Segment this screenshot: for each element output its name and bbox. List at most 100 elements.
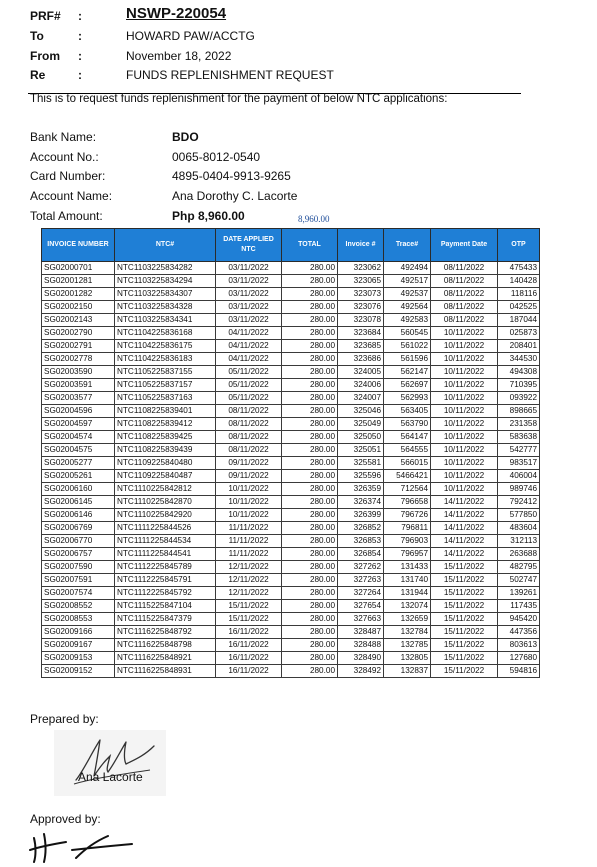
- total-amount-echo: 8,960.00: [298, 214, 330, 224]
- total-cell: 280.00: [281, 482, 338, 496]
- invoice-number-cell: SG02004574: [41, 430, 115, 444]
- invoice-cell: 325581: [337, 456, 384, 470]
- invoice-cell: 325050: [337, 430, 384, 444]
- otp-cell: 117435: [497, 599, 540, 613]
- invoice-number-cell: SG02005261: [41, 469, 115, 483]
- payment-date-cell: 15/11/2022: [430, 573, 498, 587]
- total-cell: 280.00: [281, 274, 338, 288]
- table-row: SG02007590 NTC1112225845789 12/11/2022 280.…: [41, 560, 540, 574]
- invoice-cell: 328490: [337, 651, 384, 665]
- invoice-number-cell: SG02002143: [41, 313, 115, 327]
- trace-cell: 796957: [383, 547, 431, 561]
- date-applied-cell: 12/11/2022: [215, 586, 282, 600]
- date-applied-cell: 03/11/2022: [215, 261, 282, 275]
- otp-cell: 042525: [497, 300, 540, 314]
- ntc-cell: NTC1103225834328: [114, 300, 216, 314]
- trace-cell: 566015: [383, 456, 431, 470]
- payment-date-cell: 10/11/2022: [430, 326, 498, 340]
- date-applied-cell: 05/11/2022: [215, 391, 282, 405]
- invoice-cell: 325596: [337, 469, 384, 483]
- invoice-cell: 323686: [337, 352, 384, 366]
- total-cell: 280.00: [281, 573, 338, 587]
- invoice-number-cell: SG02009167: [41, 638, 115, 652]
- total-cell: 280.00: [281, 300, 338, 314]
- table-row: SG02004596 NTC1108225839401 08/11/2022 280.…: [41, 404, 540, 418]
- payment-date-cell: 10/11/2022: [430, 456, 498, 470]
- col-trace: Trace#: [383, 228, 431, 262]
- table-row: SG02003590 NTC1105225837155 05/11/2022 280.…: [41, 365, 540, 379]
- invoice-cell: 325051: [337, 443, 384, 457]
- invoice-cell: 323073: [337, 287, 384, 301]
- otp-cell: 140428: [497, 274, 540, 288]
- payment-date-cell: 15/11/2022: [430, 560, 498, 574]
- col-otp: OTP: [497, 228, 540, 262]
- date-applied-cell: 12/11/2022: [215, 560, 282, 574]
- total-cell: 280.00: [281, 469, 338, 483]
- payment-date-cell: 10/11/2022: [430, 391, 498, 405]
- invoice-number-cell: SG02007591: [41, 573, 115, 587]
- ntc-cell: NTC1105225837163: [114, 391, 216, 405]
- table-row: SG02006757 NTC1111225844541 11/11/2022 280.…: [41, 547, 540, 561]
- table-row: SG02008552 NTC1115225847104 15/11/2022 280.…: [41, 599, 540, 613]
- table-row: SG02004574 NTC1108225839425 08/11/2022 280.…: [41, 430, 540, 444]
- total-cell: 280.00: [281, 326, 338, 340]
- payment-date-cell: 10/11/2022: [430, 352, 498, 366]
- payment-date-cell: 15/11/2022: [430, 612, 498, 626]
- otp-cell: 127680: [497, 651, 540, 665]
- table-row: SG02006769 NTC1111225844526 11/11/2022 280.…: [41, 521, 540, 535]
- ntc-cell: NTC1103225834307: [114, 287, 216, 301]
- table-row: SG02005277 NTC1109225840480 09/11/2022 280.…: [41, 456, 540, 470]
- date-applied-cell: 08/11/2022: [215, 430, 282, 444]
- date-applied-cell: 11/11/2022: [215, 534, 282, 548]
- ntc-cell: NTC1116225848798: [114, 638, 216, 652]
- invoice-number-cell: SG02006757: [41, 547, 115, 561]
- trace-cell: 712564: [383, 482, 431, 496]
- ntc-cell: NTC1108225839412: [114, 417, 216, 431]
- re-label: Re: [30, 68, 46, 82]
- from-label: From: [30, 49, 60, 63]
- date-applied-cell: 05/11/2022: [215, 365, 282, 379]
- invoice-cell: 326399: [337, 508, 384, 522]
- table-row: SG02006160 NTC1110225842812 10/11/2022 280.…: [41, 482, 540, 496]
- re-colon: :: [78, 68, 82, 82]
- table-row: SG02002791 NTC1104225836175 04/11/2022 280.…: [41, 339, 540, 353]
- total-cell: 280.00: [281, 547, 338, 561]
- trace-cell: 492564: [383, 300, 431, 314]
- otp-cell: 312113: [497, 534, 540, 548]
- account-name-value: Ana Dorothy C. Lacorte: [172, 189, 298, 203]
- otp-cell: 475433: [497, 261, 540, 275]
- invoice-number-cell: SG02001281: [41, 274, 115, 288]
- trace-cell: 796658: [383, 495, 431, 509]
- total-cell: 280.00: [281, 417, 338, 431]
- otp-cell: 983517: [497, 456, 540, 470]
- col-invoice-number: INVOICE NUMBER: [41, 228, 115, 262]
- intro-text: This is to request funds replenishment f…: [30, 93, 448, 105]
- account-no-label: Account No.:: [30, 150, 99, 164]
- payment-date-cell: 10/11/2022: [430, 482, 498, 496]
- otp-cell: 494308: [497, 365, 540, 379]
- invoice-cell: 323065: [337, 274, 384, 288]
- ntc-table: INVOICE NUMBER NTC# DATE APPLIED NTC TOT…: [41, 228, 540, 678]
- date-applied-cell: 08/11/2022: [215, 443, 282, 457]
- invoice-cell: 326852: [337, 521, 384, 535]
- total-cell: 280.00: [281, 664, 338, 678]
- payment-date-cell: 10/11/2022: [430, 469, 498, 483]
- date-applied-cell: 03/11/2022: [215, 287, 282, 301]
- otp-cell: 483604: [497, 521, 540, 535]
- invoice-number-cell: SG02003590: [41, 365, 115, 379]
- trace-cell: 561596: [383, 352, 431, 366]
- total-cell: 280.00: [281, 404, 338, 418]
- table-row: SG02001281 NTC1103225834294 03/11/2022 280.…: [41, 274, 540, 288]
- date-applied-cell: 16/11/2022: [215, 638, 282, 652]
- to-value: HOWARD PAW/ACCTG: [126, 29, 255, 43]
- ntc-cell: NTC1104225836168: [114, 326, 216, 340]
- table-row: SG02006145 NTC1110225842870 10/11/2022 280.…: [41, 495, 540, 509]
- ntc-cell: NTC1108225839401: [114, 404, 216, 418]
- payment-date-cell: 10/11/2022: [430, 443, 498, 457]
- invoice-cell: 323684: [337, 326, 384, 340]
- invoice-number-cell: SG02006145: [41, 495, 115, 509]
- otp-cell: 447356: [497, 625, 540, 639]
- total-cell: 280.00: [281, 534, 338, 548]
- invoice-number-cell: SG02004575: [41, 443, 115, 457]
- invoice-cell: 328488: [337, 638, 384, 652]
